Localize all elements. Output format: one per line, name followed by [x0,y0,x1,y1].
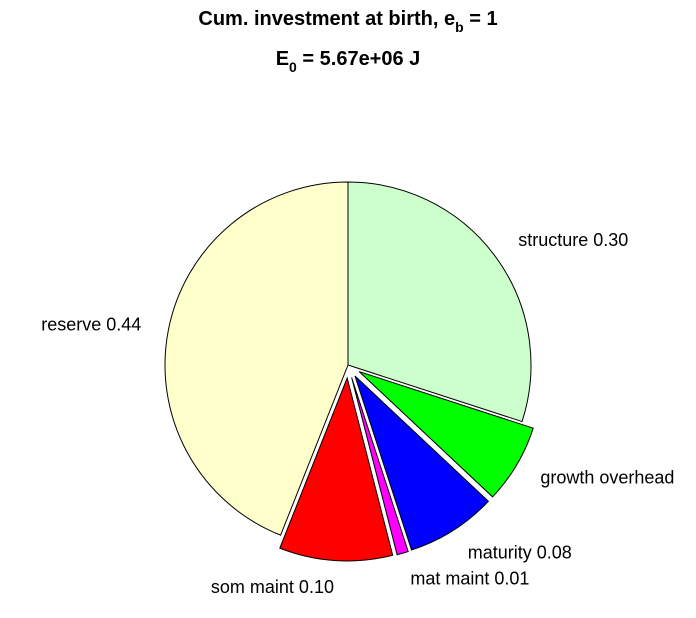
title-text: Cum. investment at birth, e [198,8,455,30]
pie-slice [279,376,394,562]
title-subscript: b [455,19,464,35]
title-text: E [276,48,289,70]
pie-slice [354,375,490,551]
pie-slice [351,377,409,556]
slice-label: mat maint 0.01 [410,568,529,588]
chart-title: E0 = 5.67e+06 J [276,48,421,74]
title-text: = 5.67e+06 J [297,48,420,70]
slice-label: growth overhead [540,467,674,487]
chart-title: Cum. investment at birth, eb = 1 [198,8,497,34]
title-text: = 1 [464,8,498,30]
title-subscript: 0 [289,59,297,75]
slice-label: maturity 0.08 [468,542,572,562]
pie-slice [358,371,534,498]
slice-label: reserve 0.44 [41,314,141,334]
slice-label: structure 0.30 [518,230,628,250]
slice-label: som maint 0.10 [211,577,334,597]
pie-slice [164,181,349,536]
pie-slice [347,181,532,423]
